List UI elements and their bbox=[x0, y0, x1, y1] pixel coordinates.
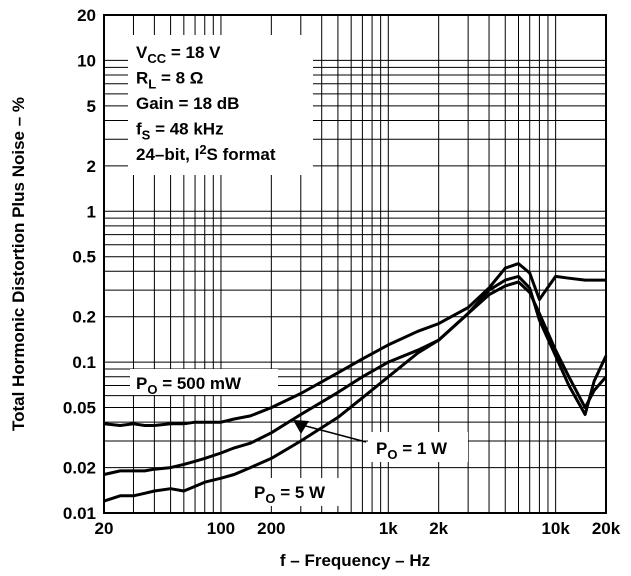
series-label-leader bbox=[301, 424, 367, 443]
y-tick-label: 10 bbox=[77, 51, 96, 70]
y-tick-label: 5 bbox=[87, 97, 96, 116]
y-axis-label: Total Hormonic Distortion Plus Noise – % bbox=[9, 97, 28, 431]
series-label-background bbox=[130, 369, 278, 395]
series-labels: PO = 500 mW PO = 1 W PO = 5 W bbox=[130, 369, 468, 506]
plot-frame bbox=[103, 14, 607, 514]
condition-line: VCC = 18 V bbox=[136, 43, 221, 66]
x-axis-label: f – Frequency – Hz bbox=[280, 551, 430, 570]
series-line bbox=[103, 280, 608, 503]
series-lines bbox=[103, 262, 608, 503]
x-tick-label: 20k bbox=[592, 519, 621, 538]
y-tick-label: 20 bbox=[77, 6, 96, 25]
series-label-background bbox=[368, 432, 468, 462]
x-tick-label: 2k bbox=[429, 519, 448, 538]
series-label: PO = 500 mW bbox=[136, 374, 242, 397]
condition-line: 24–bit, I2S format bbox=[136, 142, 276, 164]
y-tick-label: 0.02 bbox=[63, 459, 96, 478]
condition-line: RL = 8 Ω bbox=[136, 69, 203, 92]
series-line bbox=[103, 274, 608, 476]
arrowhead-icon bbox=[293, 420, 309, 434]
series-label: PO = 5 W bbox=[254, 483, 326, 506]
y-tick-label: 0.2 bbox=[72, 308, 96, 327]
y-tick-label: 0.1 bbox=[72, 353, 96, 372]
x-tick-label: 20 bbox=[95, 519, 114, 538]
tick-labels: 20 100 200 1k 2k 10k 20k 0.01 0.02 0.05 0.1 0.2 0.5 1… bbox=[63, 6, 621, 538]
x-tick-label: 10k bbox=[541, 519, 570, 538]
x-tick-label: 200 bbox=[257, 519, 285, 538]
series-label-background bbox=[246, 478, 350, 506]
x-tick-label: 100 bbox=[207, 519, 235, 538]
test-conditions-annotation: VCC = 18 V RL = 8 Ω Gain = 18 dB fS = 48 kH… bbox=[128, 35, 313, 175]
condition-line: Gain = 18 dB bbox=[136, 94, 239, 113]
y-tick-label: 2 bbox=[87, 157, 96, 176]
y-tick-label: 0.01 bbox=[63, 504, 96, 523]
y-tick-label: 1 bbox=[87, 202, 96, 221]
x-tick-label: 1k bbox=[379, 519, 398, 538]
y-tick-label: 0.5 bbox=[72, 248, 96, 267]
conditions-background bbox=[128, 35, 313, 175]
y-tick-label: 0.05 bbox=[63, 399, 96, 418]
condition-line: fS = 48 kHz bbox=[136, 120, 224, 143]
series-label: PO = 1 W bbox=[376, 439, 448, 462]
series-line bbox=[103, 262, 606, 427]
